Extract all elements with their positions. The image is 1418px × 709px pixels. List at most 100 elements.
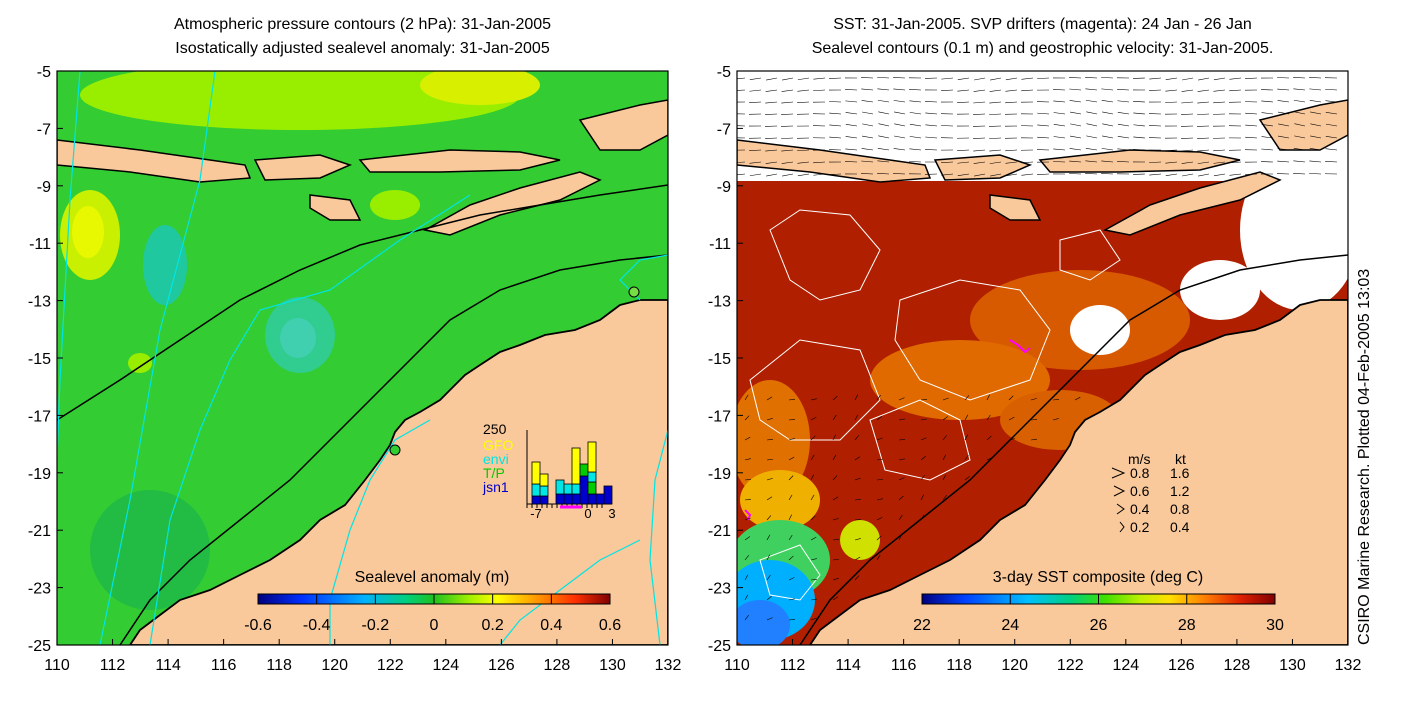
velocity-vector bbox=[925, 149, 938, 151]
velocity-vector bbox=[1165, 173, 1178, 176]
velocity-vector bbox=[1293, 147, 1306, 151]
velocity-vector bbox=[1294, 123, 1306, 127]
velocity-vector bbox=[1149, 77, 1162, 80]
velocity-vector bbox=[1102, 123, 1114, 127]
velocity-vector bbox=[957, 173, 970, 177]
velocity-vector bbox=[964, 414, 969, 421]
velocity-vector bbox=[1074, 396, 1081, 401]
inset-x-tick-label: 0 bbox=[584, 506, 591, 521]
velocity-vector bbox=[766, 418, 773, 421]
left-y-tick-label: -23 bbox=[28, 581, 51, 598]
velocity-vector bbox=[1293, 76, 1306, 79]
right-y-tick-label: -21 bbox=[708, 523, 731, 540]
velocity-vector bbox=[1069, 100, 1082, 103]
right-x-tick-label: 110 bbox=[724, 657, 750, 674]
right-y-tick-label: -17 bbox=[708, 408, 731, 425]
velocity-vector bbox=[1181, 113, 1194, 115]
velocity-vector bbox=[788, 475, 794, 481]
velocity-vector bbox=[974, 173, 986, 177]
velocity-vector bbox=[861, 160, 874, 163]
velocity-vector bbox=[942, 397, 949, 401]
velocity-vector bbox=[876, 516, 883, 521]
velocity-vector bbox=[1197, 137, 1210, 139]
velocity-vector bbox=[1101, 77, 1114, 79]
velocity-vector bbox=[854, 477, 861, 481]
velocity-vector bbox=[765, 161, 778, 164]
inset-bar bbox=[587, 493, 597, 505]
pressure-contour-3 bbox=[149, 194, 471, 645]
velocity-vector bbox=[1293, 99, 1306, 103]
velocity-vector bbox=[942, 435, 947, 441]
velocity-vector bbox=[1293, 172, 1306, 175]
left-y-tick-label: -5 bbox=[37, 64, 51, 81]
left-land-timor bbox=[422, 171, 602, 236]
velocity-vector bbox=[909, 89, 922, 91]
velocity-legend-kt: 0.4 bbox=[1170, 519, 1190, 535]
velocity-vector bbox=[744, 458, 751, 461]
velocity-vector bbox=[1197, 89, 1210, 92]
velocity-vector bbox=[1053, 148, 1066, 151]
velocity-vector bbox=[788, 419, 795, 421]
right-colorbar-label: 3-day SST composite (deg C) bbox=[993, 569, 1203, 586]
left-title-line2: Isostatically adjusted sealevel anomaly:… bbox=[175, 40, 550, 57]
velocity-vector bbox=[845, 100, 858, 103]
velocity-vector bbox=[909, 148, 922, 151]
velocity-vector bbox=[1309, 160, 1322, 163]
velocity-vector bbox=[854, 519, 861, 521]
velocity-vector bbox=[1005, 149, 1018, 152]
velocity-vector bbox=[788, 456, 795, 461]
velocity-vector bbox=[1181, 161, 1194, 164]
velocity-vector bbox=[854, 435, 860, 441]
velocity-vector bbox=[909, 136, 922, 139]
velocity-vector bbox=[845, 161, 858, 163]
velocity-vector bbox=[861, 100, 874, 103]
velocity-vector bbox=[1294, 111, 1306, 115]
velocity-vector bbox=[813, 161, 826, 164]
velocity-vector bbox=[1325, 160, 1338, 163]
velocity-vector bbox=[1037, 124, 1050, 127]
velocity-vector bbox=[1085, 88, 1098, 91]
velocity-vector bbox=[1053, 89, 1066, 91]
velocity-vector bbox=[766, 438, 773, 441]
velocity-vector bbox=[1037, 136, 1050, 139]
velocity-vector bbox=[876, 416, 882, 421]
velocity-vector bbox=[876, 498, 883, 501]
velocity-vector bbox=[1165, 149, 1178, 151]
velocity-vector bbox=[1117, 112, 1130, 115]
velocity-vector bbox=[829, 173, 842, 175]
velocity-vector bbox=[877, 76, 890, 79]
sla-patch-yellow-west-core bbox=[72, 206, 104, 258]
velocity-vector bbox=[1165, 161, 1178, 164]
left-colorbar-label: Sealevel anomaly (m) bbox=[355, 569, 510, 586]
velocity-vector bbox=[829, 124, 842, 127]
velocity-vector bbox=[744, 594, 749, 601]
velocity-vector bbox=[876, 437, 883, 441]
velocity-vector bbox=[832, 496, 839, 501]
velocity-legend-rows: 0.8 1.6 0.6 1.2 0.4 0.8 0.2 0.4 bbox=[1111, 465, 1190, 535]
velocity-vector bbox=[986, 394, 990, 401]
velocity-vector bbox=[1069, 88, 1082, 91]
sealevel-contour bbox=[769, 209, 881, 301]
velocity-vector bbox=[861, 148, 874, 151]
velocity-vector bbox=[1245, 124, 1258, 127]
velocity-vector bbox=[766, 396, 773, 401]
velocity-vector bbox=[1261, 124, 1274, 127]
velocity-vector bbox=[973, 89, 986, 92]
velocity-vector bbox=[781, 161, 794, 164]
velocity-vector bbox=[973, 101, 986, 104]
velocity-legend-arrow bbox=[1116, 503, 1125, 515]
velocity-vector bbox=[973, 161, 986, 164]
velocity-legend: m/s kt 0.8 1.6 0.6 1.2 0.4 0.8 0.2 0.4 bbox=[1111, 451, 1190, 535]
velocity-vector bbox=[749, 173, 762, 177]
velocity-vector bbox=[854, 414, 859, 421]
velocity-vector bbox=[797, 101, 810, 104]
inset-legend-label: jsn1 bbox=[482, 479, 509, 495]
velocity-vector bbox=[797, 173, 810, 177]
left-shelf-break bbox=[57, 184, 668, 421]
velocity-vector bbox=[862, 123, 874, 127]
inset-bar bbox=[531, 483, 541, 497]
velocity-vector bbox=[920, 514, 925, 521]
left-y-tick-label: -17 bbox=[28, 408, 51, 425]
velocity-vector bbox=[941, 173, 954, 176]
velocity-vector bbox=[788, 555, 794, 561]
